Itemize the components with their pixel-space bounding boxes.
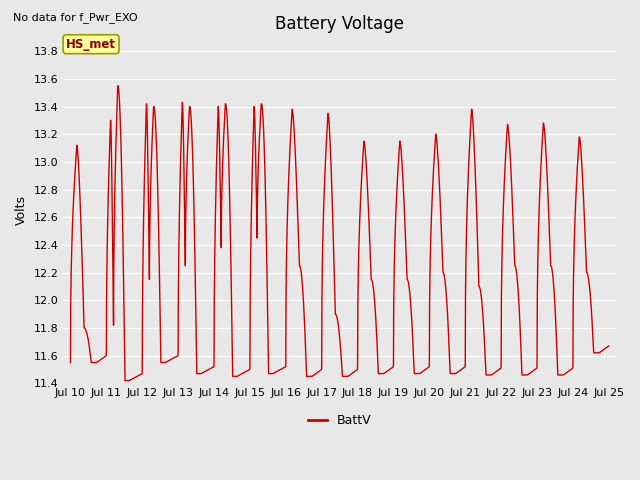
Y-axis label: Volts: Volts	[15, 195, 28, 225]
Title: Battery Voltage: Battery Voltage	[275, 15, 404, 33]
Legend: BattV: BattV	[303, 409, 376, 432]
Text: No data for f_Pwr_EXO: No data for f_Pwr_EXO	[13, 12, 138, 23]
Text: HS_met: HS_met	[66, 38, 116, 51]
